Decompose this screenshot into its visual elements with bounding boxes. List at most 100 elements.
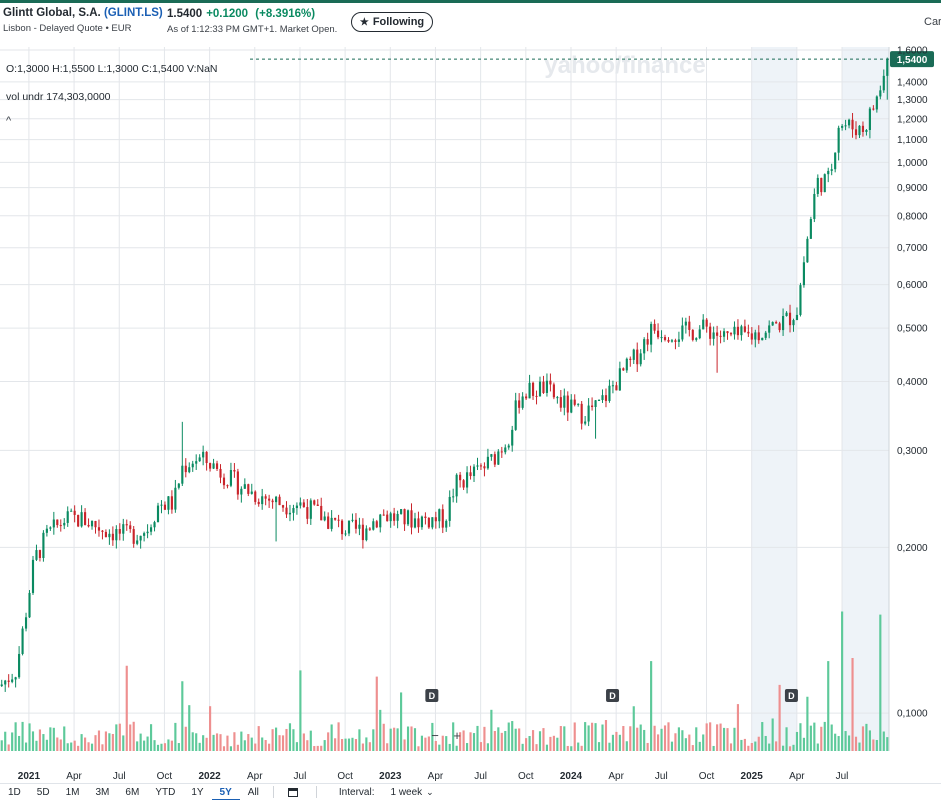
x-tick-label: Apr xyxy=(66,771,82,782)
dividend-marker xyxy=(425,689,439,702)
volume-bar xyxy=(132,721,135,751)
candle-body xyxy=(465,472,469,488)
volume-legend: vol undr 174,303,0000 xyxy=(6,91,111,103)
volume-bar xyxy=(486,743,489,751)
range-ytd-button[interactable]: YTD xyxy=(155,786,176,798)
price-candles xyxy=(0,57,889,692)
range-1m-button[interactable]: 1M xyxy=(65,786,80,798)
candle-body xyxy=(191,463,194,468)
current-price: 1.5400 xyxy=(167,8,203,20)
volume-bar xyxy=(77,745,80,751)
candle-body xyxy=(827,170,830,175)
volume-bar xyxy=(389,728,392,751)
range-1y-button[interactable]: 1Y xyxy=(191,786,204,798)
candle-body xyxy=(330,517,333,529)
volume-bar xyxy=(66,743,69,751)
candle-body xyxy=(830,169,833,171)
range-1d-button[interactable]: 1D xyxy=(8,786,21,798)
volume-bar xyxy=(500,732,503,751)
volume-bar xyxy=(594,723,597,751)
candle-body xyxy=(670,340,674,342)
volume-bar xyxy=(417,746,420,751)
volume-bar xyxy=(174,722,177,751)
dividend-marker xyxy=(606,689,620,702)
candle-body xyxy=(254,491,257,502)
candle-body xyxy=(219,468,222,478)
volume-bar xyxy=(271,729,274,751)
candle-body xyxy=(139,535,142,541)
volume-bar xyxy=(695,727,698,751)
volume-bar xyxy=(250,737,253,751)
volume-bar xyxy=(403,739,406,751)
candle-body xyxy=(344,533,347,535)
range-5d-button[interactable]: 5D xyxy=(36,786,50,798)
price-change-percent: (+8.3916%) xyxy=(255,8,316,20)
candle-body xyxy=(573,399,576,405)
volume-bar xyxy=(493,730,496,751)
last-price-line: 1,5400 xyxy=(250,51,934,68)
zoom-in-button[interactable]: + xyxy=(453,727,461,743)
ticker-symbol[interactable]: (GLINT.LS) xyxy=(103,7,163,19)
volume-bar xyxy=(393,727,396,751)
candle-body xyxy=(261,496,264,505)
candle-body xyxy=(629,358,632,360)
candle-body xyxy=(875,96,878,110)
watermark-layer: yahoo/finance xyxy=(544,52,705,79)
candle-body xyxy=(684,321,687,326)
volume-bar xyxy=(573,722,576,751)
range-6m-button[interactable]: 6M xyxy=(125,786,140,798)
volume-bar xyxy=(4,731,7,751)
calendar-icon[interactable] xyxy=(287,787,298,797)
following-button[interactable]: ★ Following xyxy=(351,12,433,32)
dividend-marker-label: D xyxy=(429,691,436,701)
range-all-button[interactable]: All xyxy=(247,786,259,798)
volume-bar xyxy=(566,745,569,751)
candle-body xyxy=(52,519,55,528)
candle-body xyxy=(396,513,399,521)
collapse-legend-button[interactable]: ^ xyxy=(6,115,12,127)
volume-bar xyxy=(90,743,94,751)
candle-body xyxy=(747,331,750,334)
volume-bar xyxy=(427,736,430,751)
price-chart[interactable]: yahoo/finance D D D 1,5400 0,1000 0,2000 0,3… xyxy=(0,41,941,783)
toolbar-divider xyxy=(272,786,274,798)
interval-select[interactable]: 1 week ⌄ xyxy=(390,786,434,798)
dividend-marker xyxy=(784,689,798,702)
truncated-header-link[interactable]: Car xyxy=(924,16,941,28)
volume-bar xyxy=(726,728,729,751)
star-icon: ★ xyxy=(359,16,369,28)
candle-body xyxy=(382,514,385,516)
range-3m-button[interactable]: 3M xyxy=(95,786,110,798)
volume-bar xyxy=(320,745,323,751)
volume-bar xyxy=(24,742,28,751)
volume-bar xyxy=(684,738,687,751)
volume-bar xyxy=(799,723,802,751)
dividend-marker-label: D xyxy=(788,691,795,701)
candle-body xyxy=(337,519,340,521)
volume-bar xyxy=(52,727,55,751)
shaded-ranges xyxy=(751,47,889,751)
volume-bar xyxy=(601,724,604,751)
volume-bar xyxy=(0,740,3,751)
candle-body xyxy=(518,400,521,408)
volume-bar xyxy=(809,725,812,751)
volume-bar xyxy=(420,735,424,751)
candle-body xyxy=(469,472,472,477)
volume-bar xyxy=(268,743,271,751)
candle-body xyxy=(545,380,549,393)
x-tick-label: Jul xyxy=(113,771,126,782)
volume-bar xyxy=(525,738,528,751)
volume-bar xyxy=(188,705,191,751)
candle-body xyxy=(174,487,177,510)
volume-bar xyxy=(761,722,764,751)
zoom-out-button[interactable]: − xyxy=(431,727,439,743)
volume-bar xyxy=(198,742,201,751)
candle-body xyxy=(834,152,837,170)
volume-bar xyxy=(559,726,562,751)
candle-body xyxy=(851,119,854,130)
candle-body xyxy=(281,505,285,508)
volume-bar xyxy=(160,743,163,751)
volume-bar xyxy=(736,704,740,751)
candle-body xyxy=(118,529,121,534)
range-5y-button[interactable]: 5Y xyxy=(211,784,240,800)
